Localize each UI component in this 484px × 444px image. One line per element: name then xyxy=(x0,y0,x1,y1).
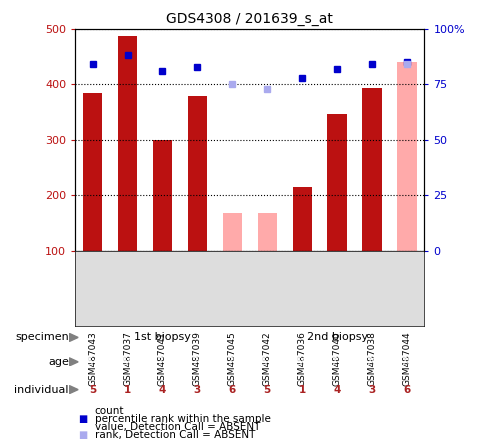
Text: 4: 4 xyxy=(158,385,166,395)
Title: GDS4308 / 201639_s_at: GDS4308 / 201639_s_at xyxy=(166,12,333,27)
Text: 56: 56 xyxy=(121,357,134,367)
Text: value, Detection Call = ABSENT: value, Detection Call = ABSENT xyxy=(94,422,259,432)
Text: 71: 71 xyxy=(155,357,169,367)
Text: 54: 54 xyxy=(260,357,273,367)
Text: ■: ■ xyxy=(78,430,88,440)
Bar xyxy=(327,114,346,251)
Text: 1: 1 xyxy=(124,385,131,395)
Text: 76: 76 xyxy=(190,357,204,367)
Bar xyxy=(118,36,137,251)
Text: 1st biopsy: 1st biopsy xyxy=(134,333,191,342)
Text: 5: 5 xyxy=(89,385,96,395)
Text: 3: 3 xyxy=(194,385,200,395)
Text: 56: 56 xyxy=(295,357,308,367)
Bar xyxy=(257,213,276,251)
Text: 2nd biopsy: 2nd biopsy xyxy=(306,333,367,342)
Text: ■: ■ xyxy=(78,414,88,424)
Text: 6: 6 xyxy=(403,385,409,395)
Polygon shape xyxy=(69,358,78,366)
Text: 3: 3 xyxy=(368,385,375,395)
Polygon shape xyxy=(69,333,78,341)
Text: 78: 78 xyxy=(399,357,413,367)
Bar xyxy=(83,93,102,251)
Bar xyxy=(396,62,416,251)
Text: specimen: specimen xyxy=(15,333,69,342)
Text: rank, Detection Call = ABSENT: rank, Detection Call = ABSENT xyxy=(94,430,255,440)
Text: age: age xyxy=(48,357,69,367)
Text: 5: 5 xyxy=(263,385,270,395)
Bar xyxy=(152,140,172,251)
Text: 54: 54 xyxy=(86,357,99,367)
Bar xyxy=(362,88,381,251)
Bar xyxy=(187,96,207,251)
Text: 4: 4 xyxy=(333,385,340,395)
Text: count: count xyxy=(94,406,124,416)
Bar xyxy=(222,213,242,251)
Text: percentile rank within the sample: percentile rank within the sample xyxy=(94,414,270,424)
Text: 78: 78 xyxy=(225,357,239,367)
Text: 71: 71 xyxy=(330,357,343,367)
Bar xyxy=(292,187,311,251)
Text: 76: 76 xyxy=(364,357,378,367)
Text: 6: 6 xyxy=(228,385,235,395)
Text: 1: 1 xyxy=(298,385,305,395)
Polygon shape xyxy=(69,385,78,394)
Text: individual: individual xyxy=(15,385,69,395)
